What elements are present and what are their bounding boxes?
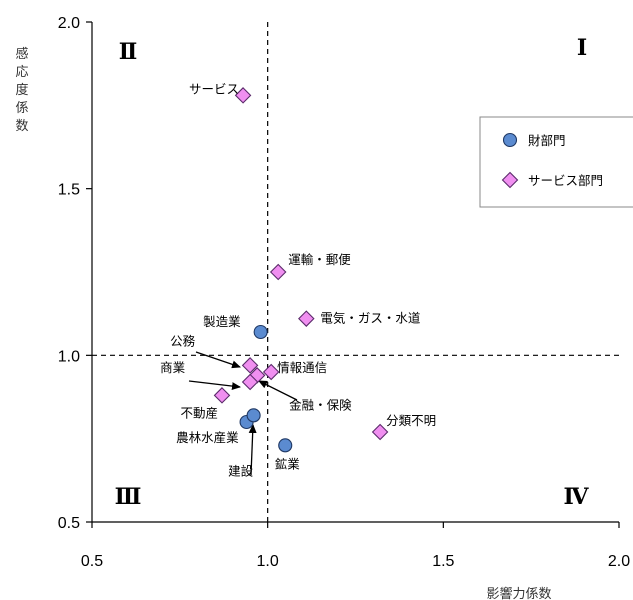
data-point-label: 運輸・郵便 bbox=[288, 252, 351, 267]
data-point bbox=[213, 387, 231, 404]
x-tick-label: 1.5 bbox=[432, 553, 454, 570]
data-point-label: 電気・ガス・水道 bbox=[320, 311, 421, 326]
data-point bbox=[298, 310, 315, 327]
y-tick-label: 1.0 bbox=[58, 348, 80, 365]
data-point-label: 製造業 bbox=[203, 314, 241, 329]
legend-entry: 財部門 bbox=[528, 133, 566, 148]
data-point-label: 鉱業 bbox=[275, 456, 301, 471]
legend-marker bbox=[502, 132, 518, 148]
quadrant-label-top-left: Ⅱ bbox=[119, 39, 138, 65]
arrow-kensetsu bbox=[248, 424, 257, 476]
label-arrows bbox=[188, 351, 298, 476]
data-point bbox=[262, 363, 280, 381]
data-point bbox=[371, 423, 389, 441]
x-axis-title: 影響力係数 bbox=[486, 586, 551, 600]
data-point bbox=[278, 438, 293, 453]
plot-area bbox=[91, 22, 619, 523]
axis-ticks: 0.5 1.0 1.5 2.0 0.5 1.0 1.5 2.0 bbox=[58, 15, 630, 570]
y-axis-title: 感応度係数 bbox=[15, 46, 28, 134]
arrow-kinyu bbox=[258, 380, 298, 401]
data-point-label: 金融・保険 bbox=[289, 397, 352, 412]
quadrant-labels: Ⅰ Ⅱ Ⅲ Ⅳ bbox=[115, 35, 590, 510]
data-point bbox=[241, 373, 259, 391]
quadrant-label-bottom-right: Ⅳ bbox=[564, 484, 590, 510]
legend-marker bbox=[501, 171, 519, 189]
arrow-shogyo bbox=[188, 380, 241, 391]
data-points bbox=[213, 87, 389, 453]
y-tick-label: 0.5 bbox=[58, 515, 80, 532]
data-point bbox=[234, 87, 252, 104]
data-point bbox=[269, 263, 287, 281]
data-point-label: サービス bbox=[189, 81, 239, 96]
data-point-label: 農林水産業 bbox=[176, 430, 239, 445]
y-tick-label: 2.0 bbox=[58, 15, 80, 32]
data-point-label: 公務 bbox=[170, 333, 196, 348]
x-tick-label: 0.5 bbox=[81, 553, 103, 570]
data-point-label: 情報通信 bbox=[277, 360, 327, 375]
data-point-label: 商業 bbox=[160, 360, 186, 375]
legend-box bbox=[479, 116, 633, 208]
data-point-label: 分類不明 bbox=[386, 413, 436, 428]
arrow-kobu bbox=[195, 351, 241, 369]
data-point-label: 不動産 bbox=[180, 405, 218, 420]
x-tick-label: 1.0 bbox=[257, 553, 279, 570]
data-point bbox=[241, 357, 259, 374]
data-point-label: 建設 bbox=[228, 463, 254, 478]
data-point bbox=[253, 324, 268, 340]
data-point bbox=[246, 408, 261, 423]
y-tick-label: 1.5 bbox=[58, 182, 80, 199]
quadrant-label-top-right: Ⅰ bbox=[577, 35, 587, 61]
quadrant-label-bottom-left: Ⅲ bbox=[115, 484, 142, 510]
x-tick-label: 2.0 bbox=[608, 553, 630, 570]
legend-entry: サービス部門 bbox=[528, 173, 603, 188]
